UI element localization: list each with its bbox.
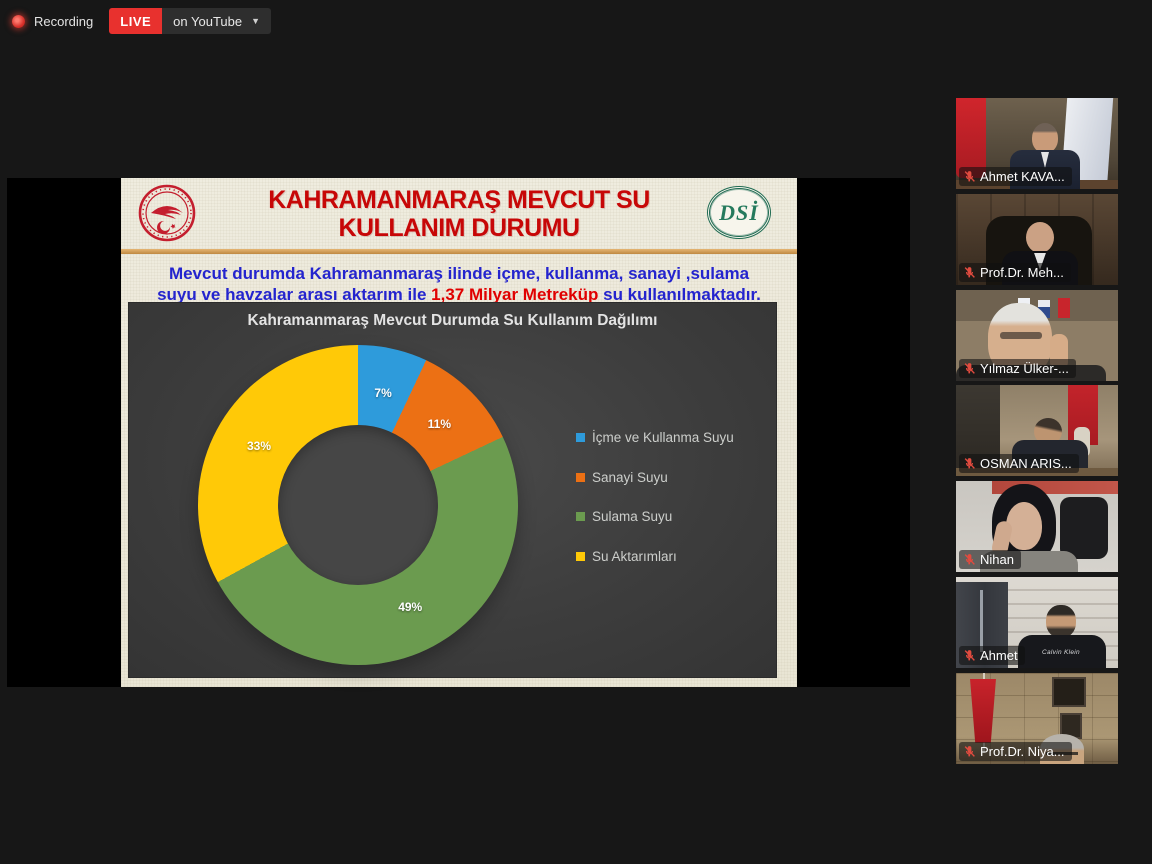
person-body <box>1018 634 1106 668</box>
highlight-value: 1,37 Milyar Metreküp <box>431 285 599 305</box>
legend-label: Sanayi Suyu <box>592 469 668 485</box>
participant-name-tag: Ahmet <box>959 645 1025 665</box>
participant-video-tile[interactable]: Calvin Klein Ahmet <box>956 576 1118 668</box>
dsi-logo-icon: DSİ <box>707 186 771 239</box>
legend-label: İçme ve Kullanma Suyu <box>592 430 734 445</box>
slice-label: 11% <box>427 416 451 431</box>
participant-video-tile[interactable]: Nihan <box>956 481 1118 573</box>
shared-screen-viewport: KAHRAMANMARAŞ MEVCUT SU KULLANIM DURUMU … <box>7 178 910 687</box>
chevron-down-icon: ▼ <box>251 16 261 26</box>
slice-label: 49% <box>398 600 423 615</box>
legend-item: İçme ve Kullanma Suyu <box>576 430 734 445</box>
participant-name: Prof.Dr. Niya... <box>980 743 1065 759</box>
picture-frame-decor <box>1052 676 1086 707</box>
legend-swatch <box>576 472 585 482</box>
slide-title: KAHRAMANMARAŞ MEVCUT SU KULLANIM DURUMU <box>268 186 650 242</box>
stream-target-label: on YouTube <box>173 13 243 29</box>
stream-target-dropdown[interactable]: on YouTube ▼ <box>162 8 272 34</box>
participant-name-tag: Ahmet KAVA... <box>959 167 1072 186</box>
slice-label: 7% <box>374 385 392 400</box>
slide-subtitle: Mevcut durumda Kahramanmaraş ilinde içme… <box>157 264 761 305</box>
turkish-flag-decor <box>970 678 996 743</box>
participant-name: OSMAN ARIS... <box>980 456 1072 472</box>
participant-video-tile[interactable]: Yılmaz Ülker-... <box>956 289 1118 381</box>
person-head <box>1046 604 1076 638</box>
mic-muted-icon <box>964 554 975 566</box>
mic-muted-icon <box>964 362 975 374</box>
participant-name: Yılmaz Ülker-... <box>980 360 1069 376</box>
mic-muted-icon <box>964 266 975 278</box>
legend-item: Su Aktarımları <box>576 549 734 564</box>
meeting-status-bar: Recording LIVE on YouTube ▼ <box>12 8 272 34</box>
legend-item: Sanayi Suyu <box>576 470 734 485</box>
donut-hole <box>278 425 438 585</box>
participant-video-tile[interactable]: Ahmet KAVA... <box>956 98 1118 189</box>
mic-muted-icon <box>964 650 975 661</box>
participant-name: Prof.Dr. Meh... <box>980 264 1064 280</box>
participant-video-tile[interactable]: Prof.Dr. Niya... <box>956 672 1118 764</box>
participant-strip: Ahmet KAVA... Prof.Dr. Meh... <box>956 98 1118 764</box>
live-badge: LIVE <box>109 8 163 34</box>
flag-decor <box>1058 297 1070 318</box>
slide-divider <box>121 249 797 254</box>
glasses-decor <box>1000 331 1042 339</box>
participant-name-tag: Yılmaz Ülker-... <box>959 358 1076 378</box>
recording-dot-icon <box>12 14 25 28</box>
participant-name-tag: OSMAN ARIS... <box>959 454 1079 474</box>
chair-decor <box>1060 497 1108 560</box>
person-head <box>1026 221 1054 253</box>
slice-label: 33% <box>246 439 272 454</box>
turkish-flag-decor <box>956 98 986 178</box>
chart-panel: Kahramanmaraş Mevcut Durumda Su Kullanım… <box>128 302 777 678</box>
person-face <box>1006 502 1042 551</box>
legend-item: Sulama Suyu <box>576 509 734 524</box>
legend-swatch <box>576 551 585 561</box>
mic-muted-icon <box>964 171 975 182</box>
participant-video-tile[interactable]: Prof.Dr. Meh... <box>956 193 1118 285</box>
handle-decor <box>980 589 983 652</box>
mic-muted-icon <box>964 458 975 470</box>
shirt-brand-text: Calvin Klein <box>1042 648 1080 656</box>
participant-name: Ahmet KAVA... <box>980 169 1065 184</box>
participant-name: Nihan <box>980 552 1014 568</box>
legend-swatch <box>576 433 585 442</box>
participant-name-tag: Nihan <box>959 550 1021 570</box>
legend-swatch <box>576 512 585 521</box>
participant-video-tile[interactable]: OSMAN ARIS... <box>956 385 1118 477</box>
participant-video <box>956 576 1118 668</box>
participant-name: Ahmet <box>980 647 1018 663</box>
mic-muted-icon <box>964 745 975 757</box>
presentation-slide: KAHRAMANMARAŞ MEVCUT SU KULLANIM DURUMU … <box>121 178 797 687</box>
donut-chart: 7% 11% 49% 33% <box>198 345 518 665</box>
chart-legend: İçme ve Kullanma Suyu Sanayi Suyu Sulama… <box>576 430 734 564</box>
chart-title: Kahramanmaraş Mevcut Durumda Su Kullanım… <box>247 312 658 329</box>
participant-name-tag: Prof.Dr. Meh... <box>959 262 1071 282</box>
shirt-decor <box>1041 152 1049 168</box>
legend-label: Su Aktarımları <box>592 548 677 564</box>
legend-label: Sulama Suyu <box>592 509 673 524</box>
participant-name-tag: Prof.Dr. Niya... <box>959 741 1072 761</box>
recording-label: Recording <box>34 13 94 29</box>
person-head <box>1032 123 1058 153</box>
ministry-seal-icon <box>138 184 196 242</box>
